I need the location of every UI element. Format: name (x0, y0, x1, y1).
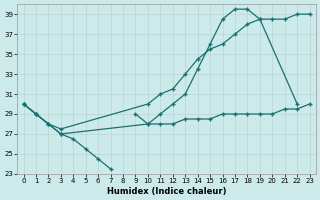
X-axis label: Humidex (Indice chaleur): Humidex (Indice chaleur) (107, 187, 226, 196)
